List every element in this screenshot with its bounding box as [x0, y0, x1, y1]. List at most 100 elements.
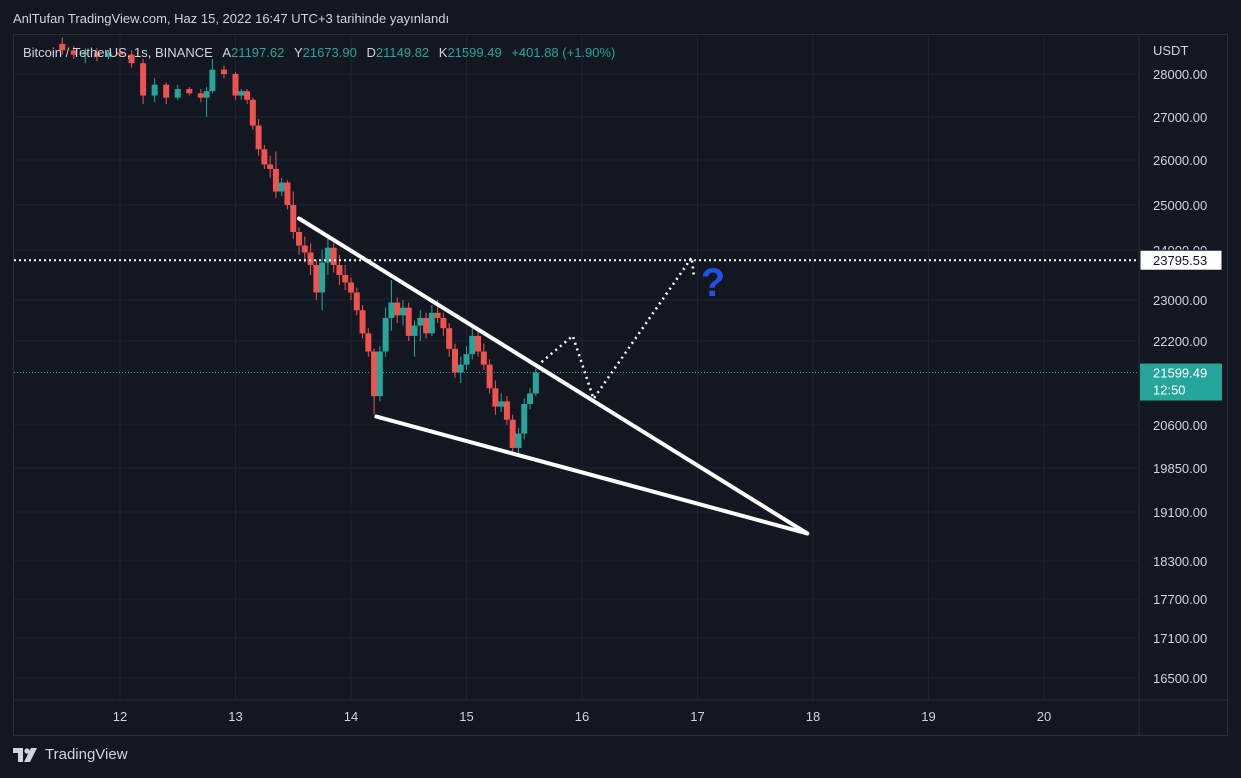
candle-body	[503, 401, 510, 420]
candle-body	[186, 89, 193, 94]
candle-body	[480, 351, 487, 365]
time-tick-label: 17	[690, 709, 704, 724]
candle-body	[521, 404, 528, 434]
candle-body	[220, 69, 227, 74]
candle-body	[272, 169, 279, 192]
candle-body	[388, 302, 395, 318]
candle-body	[284, 182, 291, 205]
candle-body	[417, 317, 424, 326]
candle-body	[434, 312, 441, 318]
question-mark: ?	[701, 261, 725, 305]
candle-body	[492, 388, 499, 407]
candle-body	[151, 84, 158, 96]
candle-body	[394, 302, 401, 316]
current-price-label: 21599.49	[1153, 366, 1207, 381]
candle-body	[469, 335, 476, 355]
candle-body	[463, 354, 470, 365]
price-tick-label: 26000.00	[1153, 153, 1207, 168]
high-label: Y	[293, 45, 303, 60]
price-tick-label: 28000.00	[1153, 67, 1207, 82]
current-price-box	[1140, 363, 1222, 401]
candle-body	[197, 93, 204, 98]
candle-body	[319, 262, 326, 293]
price-tick-label: 18300.00	[1153, 554, 1207, 569]
candle-body	[140, 63, 147, 96]
candle-body	[244, 91, 251, 100]
candle-body	[475, 335, 482, 352]
level-price-label: 23795.53	[1153, 253, 1207, 268]
candle-body	[313, 265, 320, 293]
time-tick-label: 19	[921, 709, 935, 724]
candle-body	[174, 89, 181, 98]
candle-body	[498, 401, 505, 407]
price-axis-unit: USDT	[1153, 43, 1188, 58]
candle-body	[515, 433, 522, 448]
close-label: K	[438, 45, 448, 60]
candle-body	[296, 232, 303, 246]
price-tick-label: 20600.00	[1153, 418, 1207, 433]
candle-body	[290, 205, 297, 232]
candle-body	[336, 265, 343, 275]
candle-body	[330, 247, 337, 265]
chart-pane[interactable]	[13, 34, 1228, 736]
price-tick-label: 23000.00	[1153, 293, 1207, 308]
time-tick-label: 12	[113, 709, 127, 724]
candle-body	[532, 372, 539, 394]
chart-axes: USDT28000.0027000.0026000.0025000.002400…	[14, 35, 1227, 735]
candle-body	[209, 69, 216, 92]
candle-body	[446, 328, 453, 349]
low-value: 21149.82	[375, 45, 430, 60]
candle-body	[278, 182, 285, 192]
price-tick-label: 17700.00	[1153, 592, 1207, 607]
candle-body	[249, 99, 256, 126]
candle-body	[440, 317, 447, 329]
level-price-box	[1139, 249, 1223, 271]
price-tick-label: 19100.00	[1153, 505, 1207, 520]
time-tick-label: 15	[459, 709, 473, 724]
price-tick-label: 19850.00	[1153, 461, 1207, 476]
tradingview-logo-icon	[13, 747, 39, 762]
candle-body	[451, 348, 458, 373]
candle-body	[255, 125, 262, 150]
time-tick-label: 13	[228, 709, 242, 724]
candle-body	[376, 351, 383, 397]
candle-body	[267, 164, 274, 169]
candle-body	[359, 310, 366, 334]
time-tick-label: 20	[1037, 709, 1051, 724]
candle-body	[203, 91, 210, 98]
candle-body	[307, 252, 314, 265]
symbol-legend: Bitcoin / TetherUS, 1s, BINANCE A21197.6…	[23, 45, 615, 60]
candle-body	[238, 91, 245, 96]
candle-body	[353, 292, 360, 311]
trendline-lower	[374, 414, 810, 536]
candle-body	[423, 317, 430, 334]
candle-body	[382, 317, 389, 352]
candle-body	[324, 247, 331, 263]
price-tick-label: 25000.00	[1153, 198, 1207, 213]
time-tick-label: 16	[575, 709, 589, 724]
candle-body	[70, 50, 77, 55]
open-value: 21197.62	[231, 45, 285, 60]
candle-body	[163, 84, 170, 98]
trendline-upper	[297, 216, 810, 536]
candle-body	[82, 52, 89, 55]
close-value: 21599.49	[447, 45, 502, 60]
candle-body	[59, 43, 66, 51]
footer-brand[interactable]: TradingView	[13, 746, 128, 763]
open-label: A	[222, 45, 232, 60]
candle-body	[527, 393, 534, 404]
candle-body	[371, 351, 378, 397]
candle-body	[105, 52, 112, 57]
candle-body	[509, 419, 516, 448]
candle-body	[342, 275, 349, 283]
brand-name: TradingView	[45, 746, 128, 763]
high-value: 21673.90	[302, 45, 357, 60]
candle-body	[365, 333, 372, 352]
candle-body	[93, 52, 100, 57]
price-tick-label: 27000.00	[1153, 110, 1207, 125]
publish-header: AnlTufan TradingView.com, Haz 15, 2022 1…	[13, 11, 450, 26]
candle-body	[486, 364, 493, 389]
time-tick-label: 18	[806, 709, 820, 724]
candle-body	[348, 282, 354, 293]
